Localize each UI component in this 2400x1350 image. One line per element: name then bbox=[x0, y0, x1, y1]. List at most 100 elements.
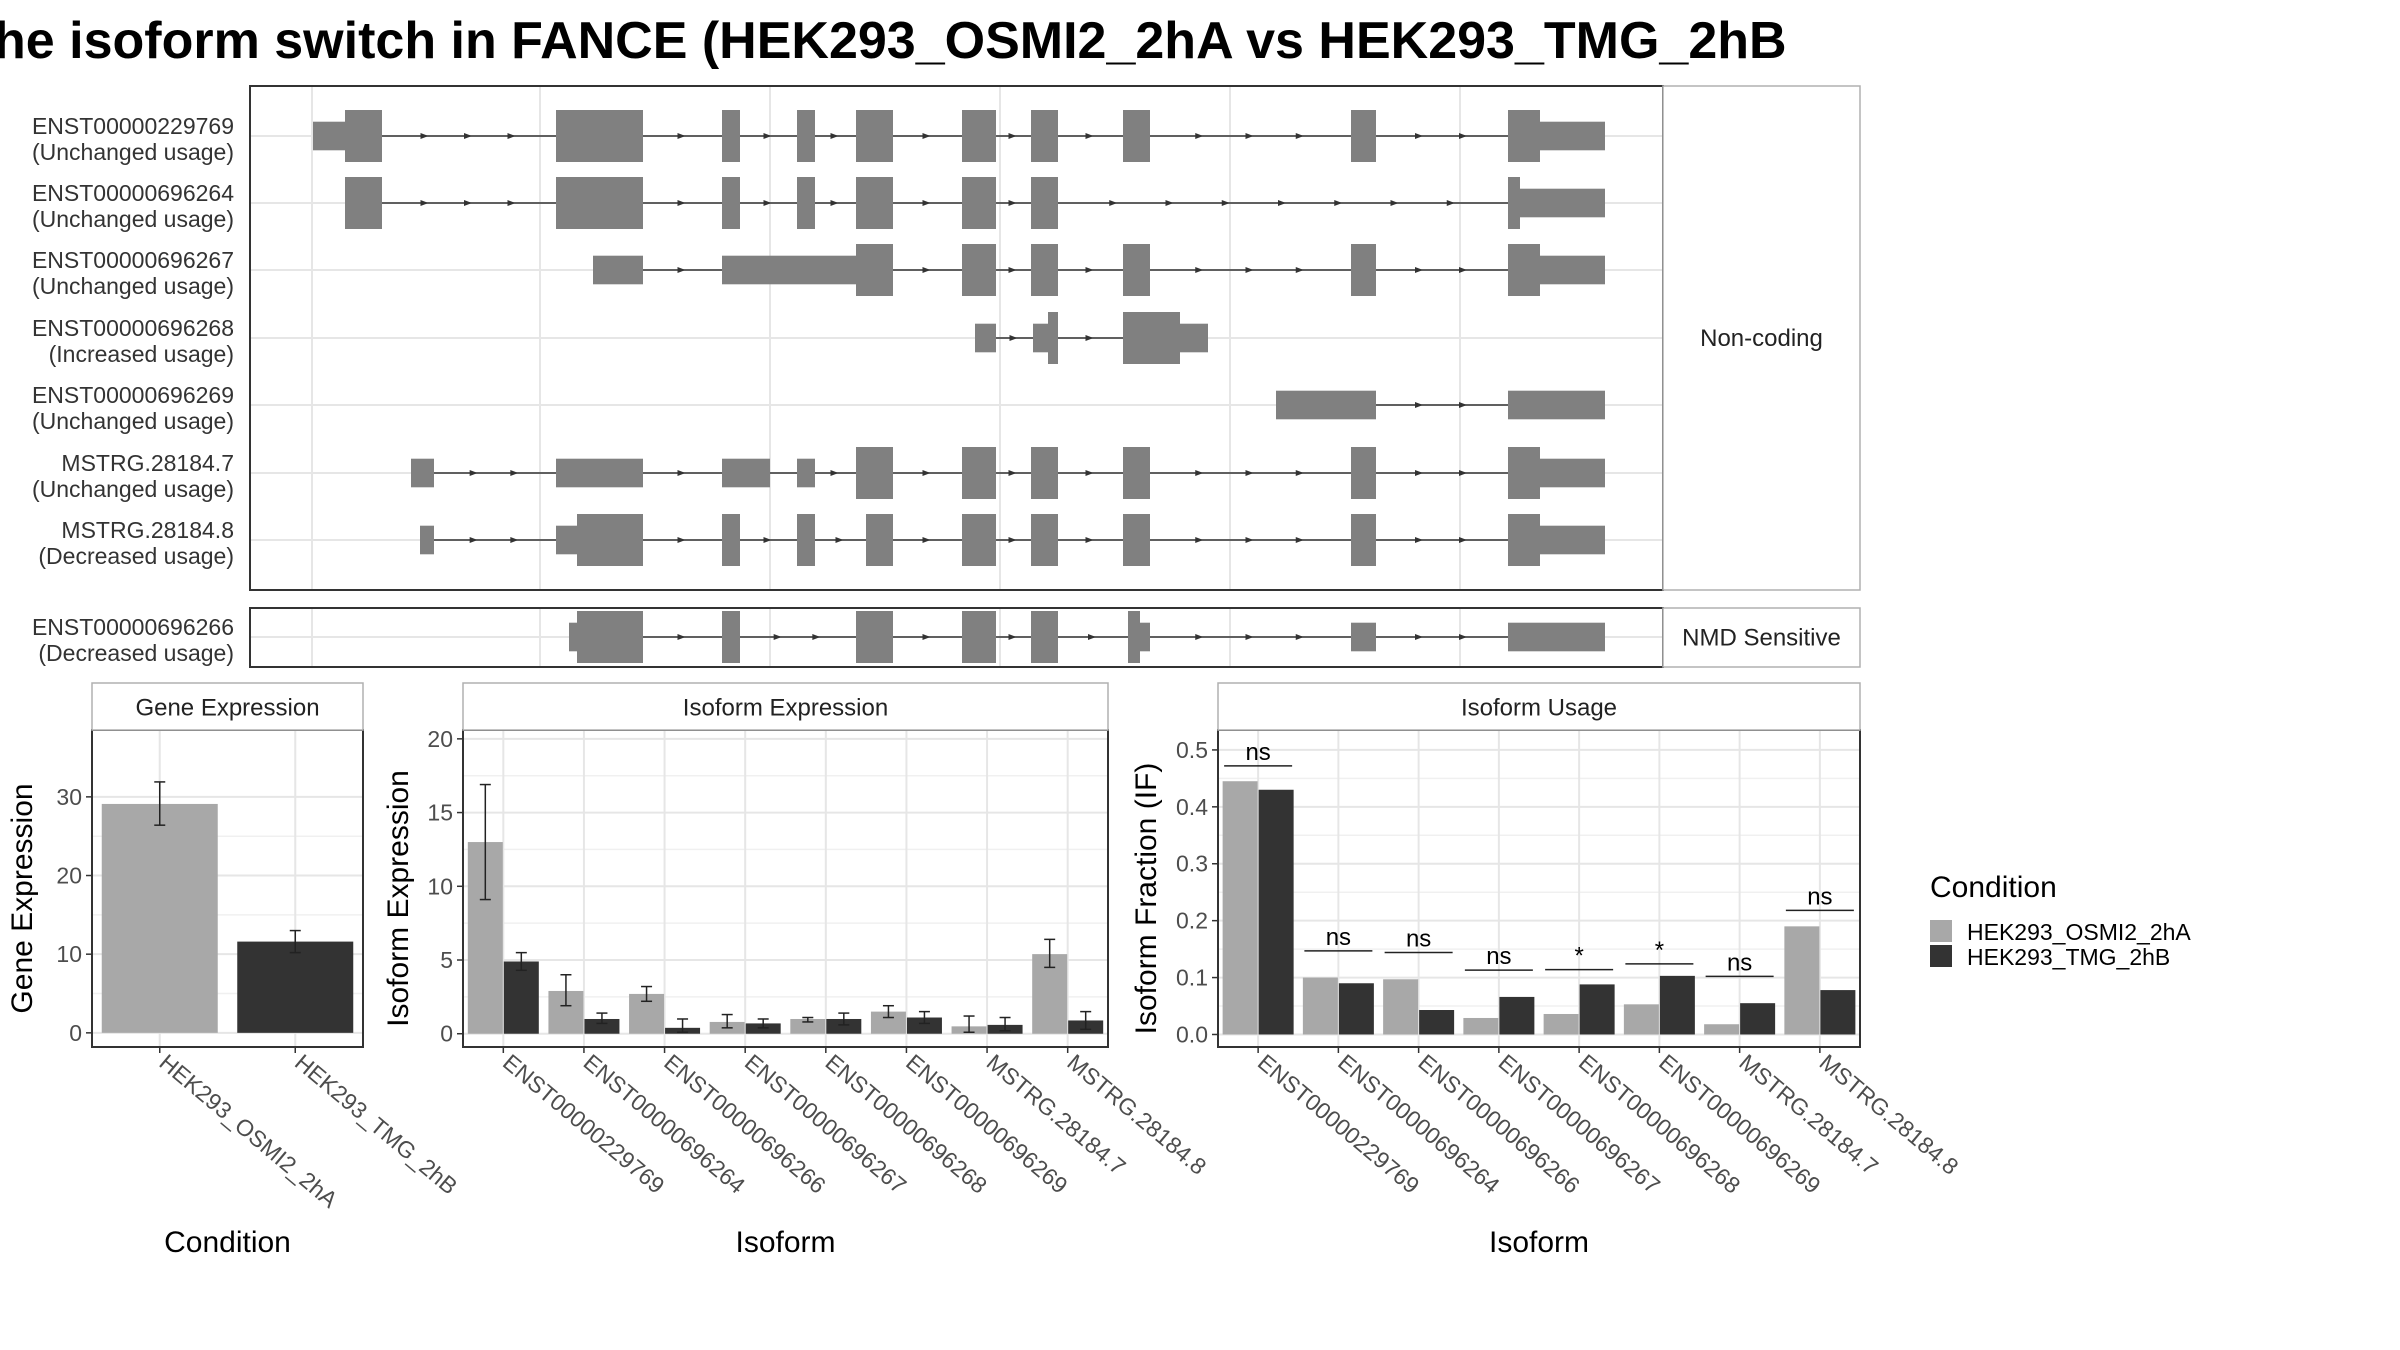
exon bbox=[569, 622, 577, 652]
significance-label: ns bbox=[1326, 924, 1351, 951]
isoform-structure-row: MSTRG.28184.8(Decreased usage) bbox=[38, 514, 1605, 569]
direction-arrow bbox=[1415, 470, 1423, 476]
structure-group-1: ENST00000696266(Decreased usage) NMD Sens… bbox=[32, 607, 1861, 668]
direction-arrow bbox=[1245, 537, 1254, 543]
isoform-structure-row: ENST00000696266(Decreased usage) bbox=[32, 611, 1605, 666]
exon bbox=[1123, 244, 1150, 296]
isoform-id-label: ENST00000696264 bbox=[32, 180, 234, 206]
direction-arrow bbox=[1085, 133, 1094, 139]
direction-arrow bbox=[922, 133, 931, 139]
bar bbox=[101, 803, 218, 1033]
direction-arrow bbox=[507, 200, 516, 206]
exon bbox=[556, 525, 577, 555]
direction-arrow bbox=[1195, 634, 1204, 640]
isoform-id-label: ENST00000696267 bbox=[32, 247, 234, 273]
direction-arrow bbox=[1088, 634, 1096, 640]
structure-panel: ENST00000229769(Unchanged usage)ENST0000… bbox=[32, 85, 1861, 668]
direction-arrow bbox=[510, 470, 519, 476]
exon bbox=[313, 121, 345, 151]
exon bbox=[1048, 312, 1058, 364]
y-tick-label: 0 bbox=[440, 1021, 453, 1047]
direction-arrow bbox=[677, 267, 686, 273]
significance-label: ns bbox=[1807, 883, 1832, 910]
bar bbox=[906, 1017, 942, 1034]
direction-arrow bbox=[830, 133, 839, 139]
exon bbox=[856, 177, 893, 229]
exon bbox=[1123, 110, 1150, 162]
y-tick-label: 15 bbox=[427, 800, 453, 826]
isoform-usage-label: (Decreased usage) bbox=[38, 640, 234, 666]
direction-arrow bbox=[1415, 402, 1423, 408]
bar bbox=[1623, 1004, 1659, 1035]
exon bbox=[1508, 447, 1540, 499]
exon bbox=[962, 244, 996, 296]
direction-arrow bbox=[1295, 267, 1304, 273]
exon bbox=[1123, 447, 1150, 499]
direction-arrow bbox=[1195, 133, 1204, 139]
direction-arrow bbox=[677, 470, 686, 476]
exon bbox=[975, 323, 996, 353]
direction-arrow bbox=[763, 200, 772, 206]
direction-arrow bbox=[1278, 200, 1286, 206]
direction-arrow bbox=[1165, 200, 1174, 206]
direction-arrow bbox=[1295, 537, 1304, 543]
y-tick-label: 20 bbox=[427, 726, 453, 752]
significance-label: * bbox=[1574, 943, 1583, 970]
bar bbox=[237, 941, 354, 1033]
direction-arrow bbox=[1459, 133, 1467, 139]
structure-group-0: ENST00000229769(Unchanged usage)ENST0000… bbox=[32, 85, 1861, 591]
y-tick-label: 10 bbox=[56, 941, 82, 967]
exon bbox=[962, 447, 996, 499]
group-strip-label: Non-coding bbox=[1700, 325, 1823, 352]
exon bbox=[722, 110, 740, 162]
exon bbox=[722, 255, 856, 285]
bar bbox=[1704, 1024, 1740, 1035]
isoform-id-label: MSTRG.28184.8 bbox=[61, 517, 234, 543]
exon bbox=[722, 514, 740, 566]
bar bbox=[1499, 996, 1535, 1035]
exon bbox=[866, 514, 893, 566]
exon bbox=[856, 110, 893, 162]
exon bbox=[345, 110, 382, 162]
significance-label: * bbox=[1655, 937, 1664, 964]
x-tick-label: MSTRG.28184.7 bbox=[982, 1049, 1131, 1180]
bar bbox=[1543, 1013, 1579, 1035]
exon bbox=[722, 177, 740, 229]
figure-title: he isoform switch in FANCE (HEK293_OSMI2… bbox=[0, 12, 1787, 70]
exon bbox=[1351, 447, 1376, 499]
exon bbox=[345, 177, 382, 229]
panel-strip bbox=[1217, 682, 1861, 731]
direction-arrow bbox=[830, 200, 839, 206]
isoform-usage-panel: ns ns ns ns * * ns ns Isoform Usage 0.0 0.1 0.2 0.3 0… bbox=[1130, 682, 1964, 1259]
legend-title: Condition bbox=[1930, 871, 2057, 904]
direction-arrow bbox=[464, 133, 472, 139]
direction-arrow bbox=[1245, 470, 1254, 476]
legend-entry-a: HEK293_OSMI2_2hA bbox=[1967, 919, 2191, 945]
y-tick-label: 10 bbox=[427, 873, 453, 899]
panel-title: Isoform Usage bbox=[1461, 695, 1617, 722]
isoform-usage-label: (Unchanged usage) bbox=[32, 139, 234, 165]
direction-arrow bbox=[1459, 634, 1467, 640]
y-tick-label: 0 bbox=[69, 1020, 82, 1046]
group-strip bbox=[1662, 607, 1861, 668]
exon bbox=[1128, 611, 1140, 663]
bar bbox=[826, 1018, 862, 1034]
direction-arrow bbox=[469, 537, 478, 543]
isoform-id-label: MSTRG.28184.7 bbox=[61, 450, 234, 476]
y-axis-title: Gene Expression bbox=[6, 783, 39, 1013]
x-axis-title: Condition bbox=[164, 1226, 291, 1259]
exon bbox=[1508, 110, 1540, 162]
direction-arrow bbox=[677, 634, 686, 640]
direction-arrow bbox=[677, 200, 686, 206]
isoform-structure-row: MSTRG.28184.7(Unchanged usage) bbox=[32, 447, 1605, 502]
direction-arrow bbox=[1245, 267, 1254, 273]
bar bbox=[1784, 926, 1820, 1035]
direction-arrow bbox=[1008, 470, 1017, 476]
exon bbox=[1180, 323, 1208, 353]
x-axis-title: Isoform bbox=[735, 1226, 835, 1259]
isoform-id-label: ENST00000696268 bbox=[32, 315, 234, 341]
exon bbox=[593, 255, 643, 285]
direction-arrow bbox=[812, 634, 821, 640]
bar bbox=[1659, 975, 1695, 1035]
isoform-usage-label: (Unchanged usage) bbox=[32, 408, 234, 434]
